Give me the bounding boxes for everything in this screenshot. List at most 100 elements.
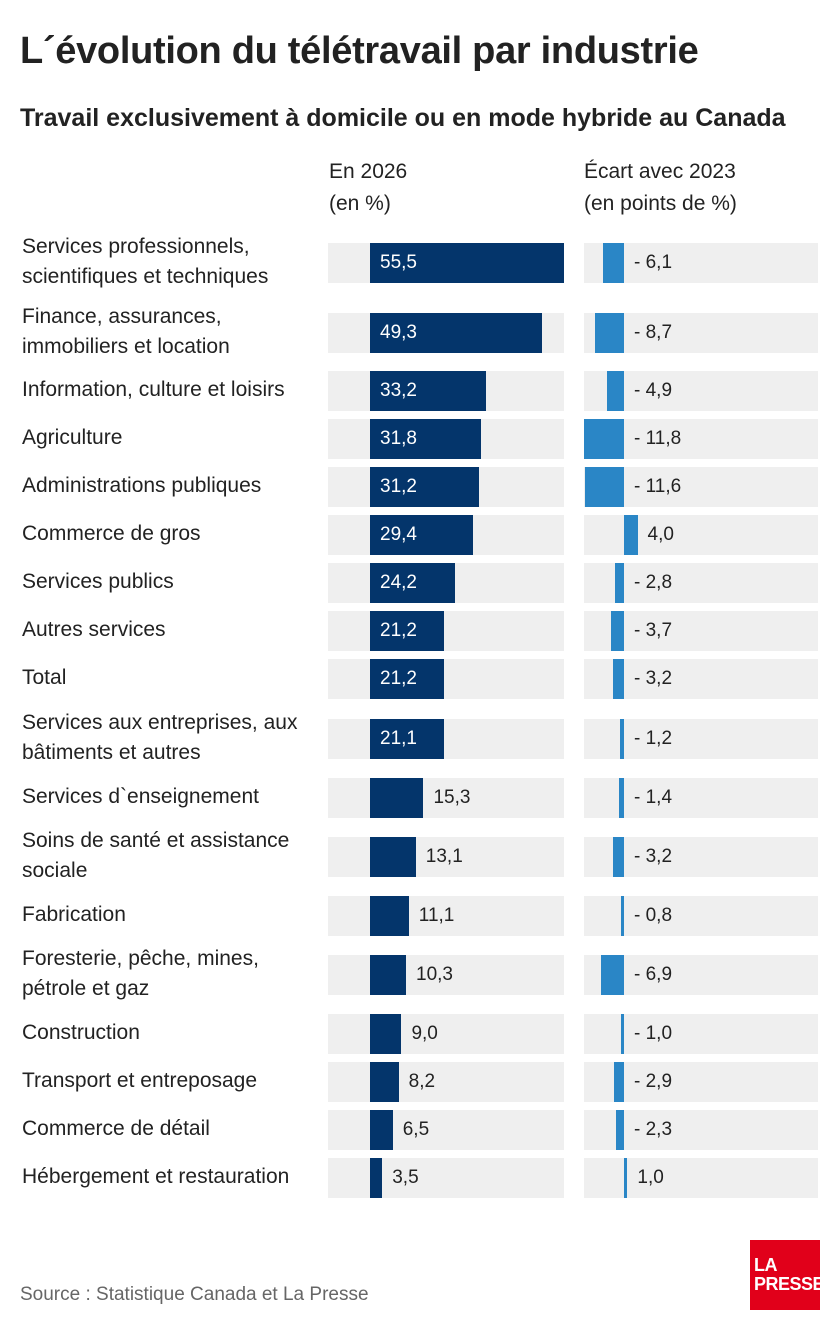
value-label-2026: 3,5 (392, 1167, 419, 1188)
bar-2026 (370, 467, 480, 507)
value-label-change: - 0,8 (634, 905, 673, 926)
value-label-2026: 6,5 (402, 1119, 430, 1140)
category-label: Information, culture et loisirs (22, 378, 285, 401)
value-label-2026: 9,0 (411, 1023, 438, 1044)
bar-change (594, 313, 624, 353)
category-label: Total (22, 666, 67, 689)
category-label: Administrations publiques (22, 474, 262, 497)
category-label: Services professionnels, scientifiques e… (22, 235, 269, 288)
bar-change (613, 659, 624, 699)
value-label-change: - 1,4 (634, 787, 673, 808)
value-label-2026: 15,3 (433, 787, 471, 808)
bar-track-2026 (328, 659, 564, 699)
category-label: Services publics (22, 570, 174, 593)
value-label-change: 4,0 (647, 524, 674, 545)
bar-change (611, 611, 624, 651)
value-label-2026: 31,8 (380, 428, 417, 449)
bar-2026 (370, 243, 564, 283)
bar-change (613, 837, 624, 877)
value-label-change: - 1,2 (634, 728, 673, 749)
bar-change (624, 515, 638, 555)
bar-2026 (370, 837, 416, 877)
column-header-change: Écart avec 2023 (en points de %) (584, 156, 737, 220)
bar-2026 (370, 896, 409, 936)
value-label-2026: 13,1 (425, 846, 463, 867)
bar-change (624, 1158, 628, 1198)
bar-track-2026 (328, 896, 564, 936)
bar-track-2026 (328, 778, 564, 818)
value-label-2026: 49,3 (380, 322, 417, 343)
category-label: Construction (22, 1021, 140, 1044)
value-label-2026: 55,5 (380, 252, 417, 273)
bar-change (584, 467, 624, 507)
value-label-2026: 21,2 (380, 620, 417, 641)
bar-change (603, 243, 624, 283)
value-label-2026: 8,2 (408, 1071, 436, 1092)
bar-change (621, 896, 624, 936)
bar-2026 (370, 778, 424, 818)
value-label-2026: 24,2 (380, 572, 417, 593)
bar-track-2026 (328, 1062, 564, 1102)
bar-change (614, 563, 624, 603)
bar-track-2026 (328, 1158, 564, 1198)
bar-change (607, 371, 624, 411)
value-label-change: - 6,9 (634, 964, 673, 985)
bar-track-change (584, 515, 818, 555)
value-label-change: - 4,9 (634, 380, 673, 401)
chart-subtitle: Travail exclusivement à domicile ou en m… (20, 104, 786, 132)
bar-change (619, 778, 624, 818)
bar-track-change (584, 1158, 818, 1198)
value-label-change: - 6,1 (634, 252, 673, 273)
bar-2026 (370, 371, 487, 411)
category-label: Finance, assurances, immobiliers et loca… (22, 305, 230, 358)
logo-line2: PRESSE (754, 1274, 825, 1294)
bar-2026 (370, 515, 473, 555)
column-header-2026: En 2026 (en %) (329, 156, 407, 220)
value-label-2026: 29,4 (380, 524, 417, 545)
bar-change (614, 1062, 624, 1102)
value-label-change: - 2,3 (634, 1119, 673, 1140)
bar-change (584, 419, 624, 459)
bar-track-2026 (328, 837, 564, 877)
bar-change (616, 1110, 624, 1150)
bar-change (619, 719, 624, 759)
bar-track-2026 (328, 719, 564, 759)
bar-2026 (370, 1158, 383, 1198)
source-note: Source : Statistique Canada et La Presse (20, 1284, 369, 1305)
value-label-change: - 3,2 (634, 668, 673, 689)
value-label-2026: 33,2 (380, 380, 417, 401)
category-label: Services d`enseignement (22, 785, 259, 808)
column-header-change-line1: Écart avec 2023 (584, 160, 736, 183)
category-label: Autres services (22, 618, 166, 641)
category-label: Soins de santé et assistance sociale (22, 829, 290, 882)
value-label-2026: 11,1 (418, 905, 455, 926)
bar-2026 (370, 313, 543, 353)
value-label-change: - 2,9 (634, 1071, 673, 1092)
value-label-2026: 21,1 (380, 728, 417, 749)
bar-track-2026 (328, 1110, 564, 1150)
bar-2026 (370, 611, 445, 651)
category-label: Fabrication (22, 903, 126, 926)
la-presse-logo: LA PRESSE (750, 1240, 825, 1310)
value-label-change: 1,0 (637, 1167, 664, 1188)
category-label: Foresterie, pêche, mines, pétrole et gaz (22, 947, 259, 1000)
bar-2026 (370, 719, 444, 759)
category-label: Commerce de détail (22, 1117, 210, 1140)
category-label: Hébergement et restauration (22, 1165, 290, 1188)
chart-title: L´évolution du télétravail par industrie (20, 30, 699, 72)
value-label-change: - 8,7 (634, 322, 673, 343)
bar-2026 (370, 1014, 402, 1054)
column-header-change-line2: (en points de %) (584, 192, 737, 215)
category-label: Commerce de gros (22, 522, 201, 545)
bar-2026 (370, 563, 455, 603)
value-label-2026: 31,2 (380, 476, 417, 497)
bar-change (620, 1014, 624, 1054)
bar-track-2026 (328, 611, 564, 651)
value-label-change: - 11,6 (634, 476, 682, 497)
bar-2026 (370, 419, 482, 459)
bar-change (600, 955, 624, 995)
column-header-2026-line2: (en %) (329, 192, 391, 215)
bar-track-2026 (328, 1014, 564, 1054)
bar-track-change (584, 896, 818, 936)
value-label-change: - 3,2 (634, 846, 673, 867)
